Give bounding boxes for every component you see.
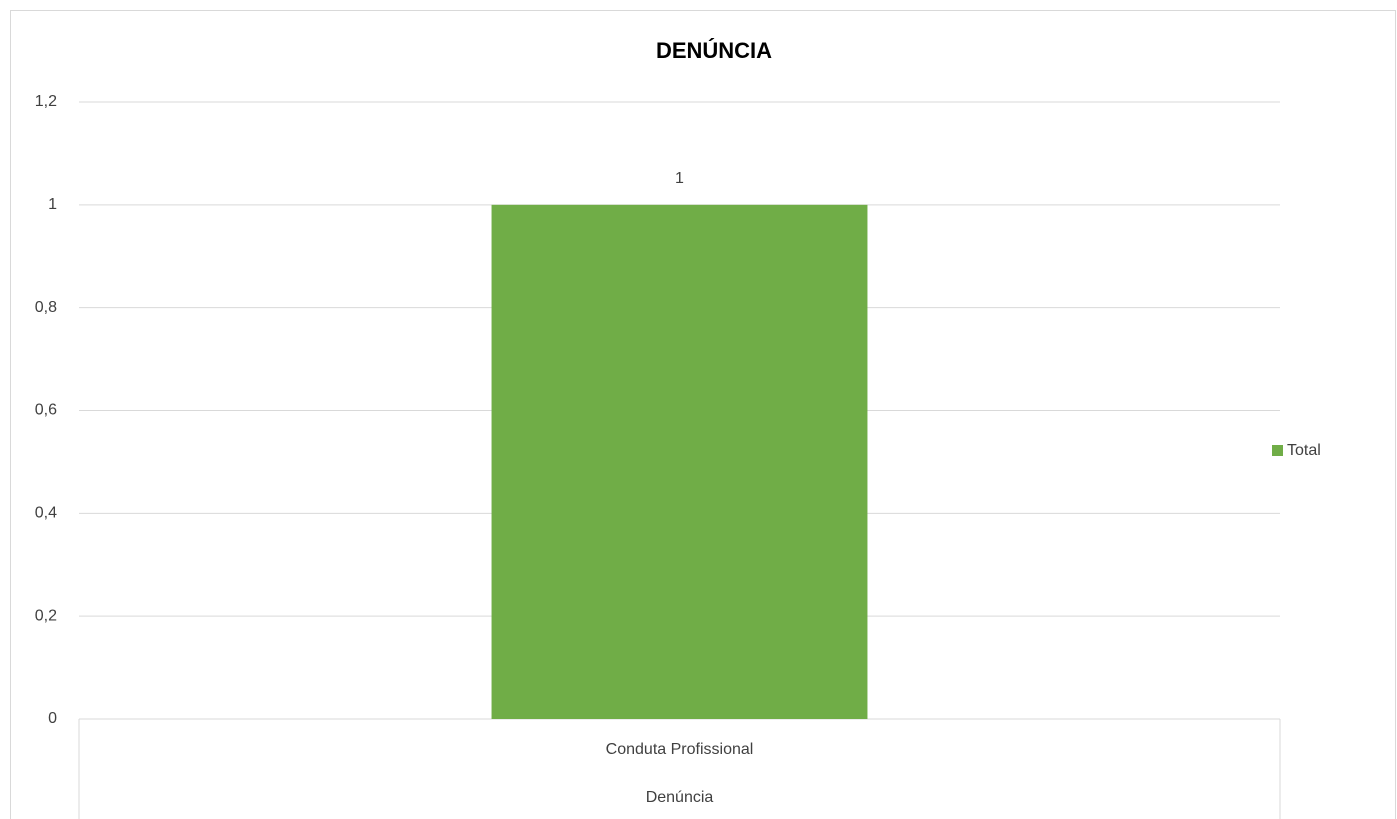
- bar: [491, 204, 868, 720]
- category-group-label: Denúncia: [646, 789, 714, 806]
- legend-swatch: [1272, 445, 1283, 456]
- y-tick-label: 1: [48, 196, 57, 213]
- y-tick-label: 0,2: [35, 607, 57, 624]
- chart-title: DENÚNCIA: [656, 38, 772, 63]
- y-tick-label: 1,2: [35, 93, 57, 110]
- data-label: 1: [675, 170, 684, 187]
- y-tick-label: 0,4: [35, 505, 57, 522]
- x-tick-label: Conduta Profissional: [606, 741, 754, 758]
- y-tick-label: 0,8: [35, 299, 57, 316]
- legend-label: Total: [1287, 442, 1321, 459]
- y-tick-label: 0: [48, 710, 57, 727]
- y-tick-label: 0,6: [35, 402, 57, 419]
